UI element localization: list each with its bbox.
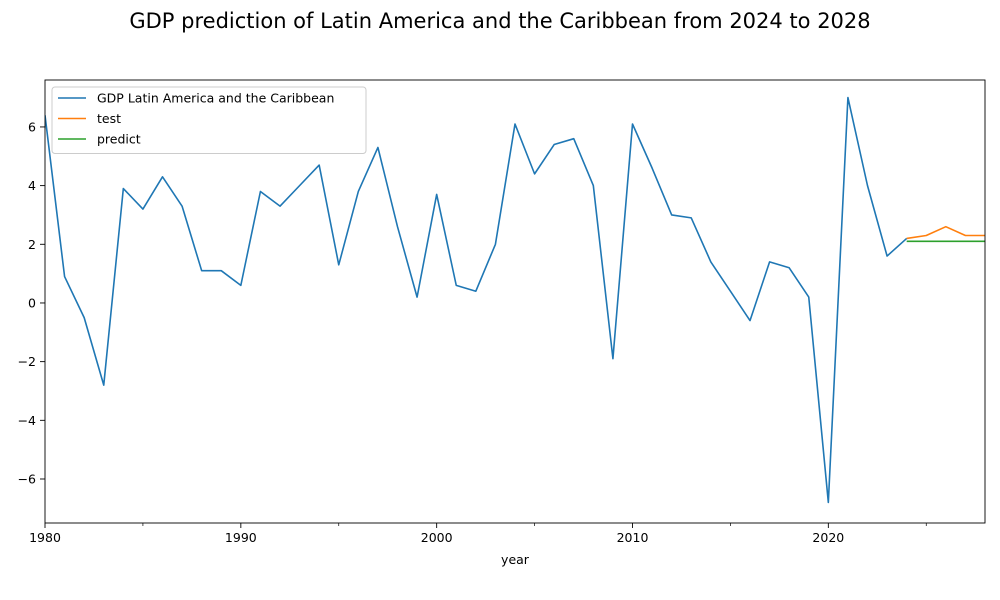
y-tick-label: 4 <box>28 178 36 193</box>
plot-lines <box>45 96 985 504</box>
legend-label: predict <box>97 132 141 147</box>
plot-frame <box>44 79 986 524</box>
y-tick-label: −6 <box>18 471 36 486</box>
legend-label: GDP Latin America and the Caribbean <box>97 91 334 106</box>
y-tick-label: −2 <box>18 354 36 369</box>
y-axis: −6 −4 −2 0 2 4 6 <box>18 119 45 486</box>
x-tick-label: 1980 <box>29 530 61 545</box>
legend-label: test <box>97 111 121 126</box>
y-tick-label: 0 <box>28 295 36 310</box>
chart-title: GDP prediction of Latin America and the … <box>129 9 870 33</box>
x-tick-label: 2010 <box>617 530 649 545</box>
legend-box <box>51 86 367 154</box>
y-tick-label: 6 <box>28 119 36 134</box>
x-axis-label: year <box>501 552 530 567</box>
y-tick-label: −4 <box>18 413 36 428</box>
series-line-1 <box>906 225 985 240</box>
series-line-0 <box>45 96 908 504</box>
x-tick-label: 2020 <box>812 530 844 545</box>
x-tick-label: 1990 <box>225 530 257 545</box>
y-tick-label: 2 <box>28 237 36 252</box>
x-axis: 1980 1990 2000 2010 2020 <box>29 523 927 545</box>
legend: GDP Latin America and the Caribbean test p… <box>51 86 367 154</box>
x-tick-label: 2000 <box>421 530 453 545</box>
